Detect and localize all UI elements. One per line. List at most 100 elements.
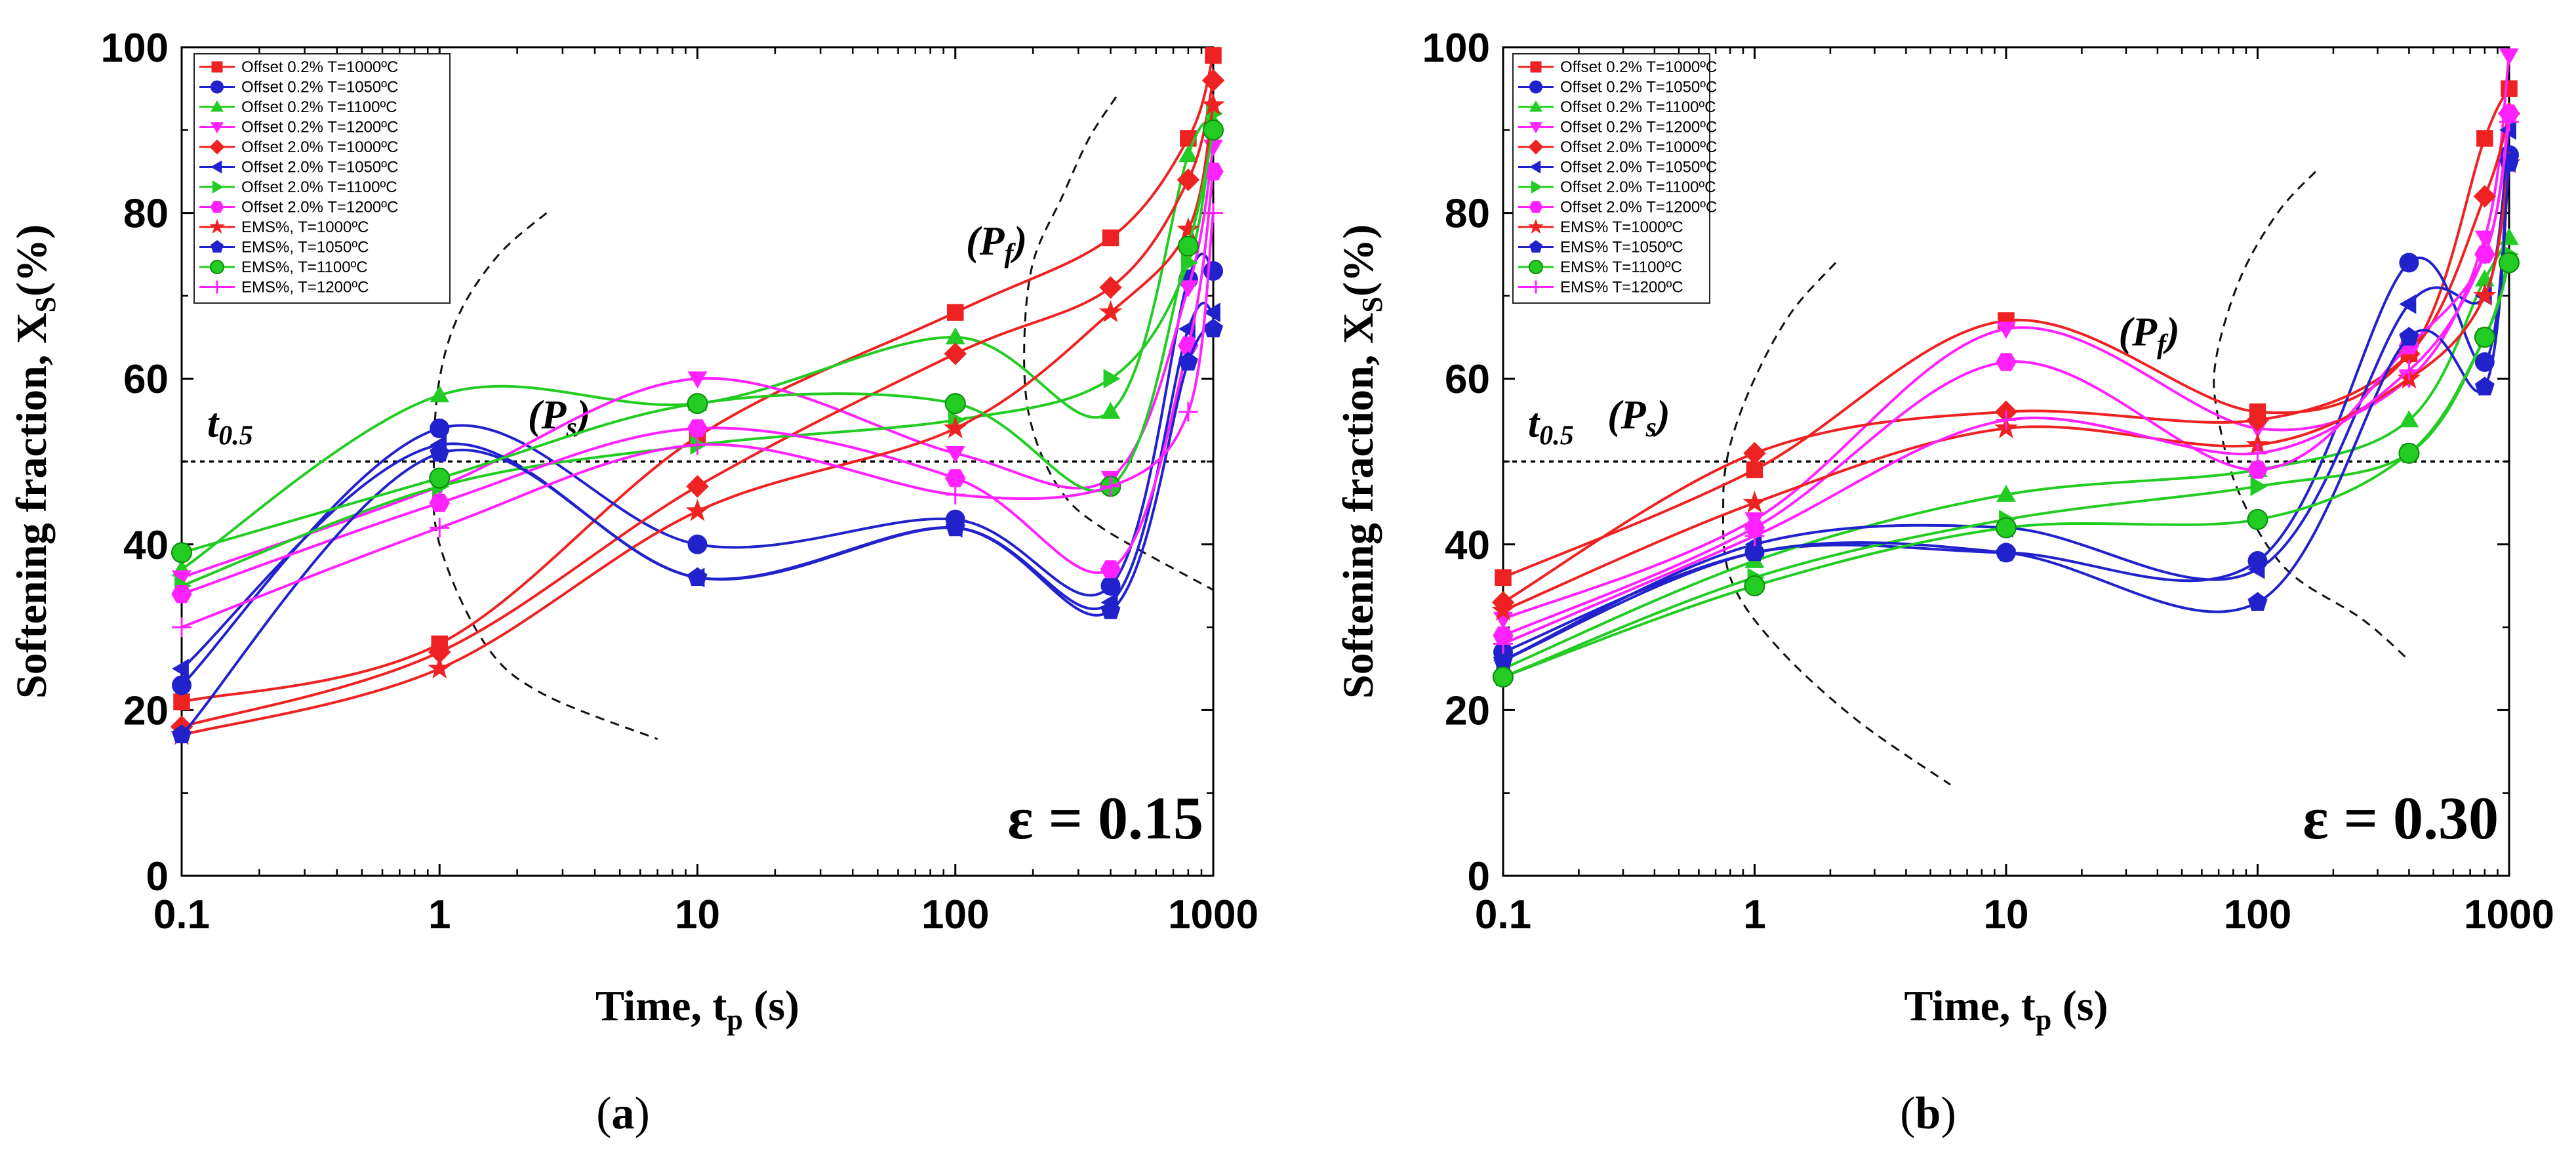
data-point — [2247, 461, 2268, 479]
series-line — [180, 253, 1215, 686]
data-point — [687, 419, 708, 438]
y-tick-label: 100 — [101, 26, 169, 71]
legend-entry-label: Offset 2.0% T=1050ºC — [1560, 159, 1717, 176]
legend-marker — [211, 61, 223, 73]
data-point — [171, 585, 192, 604]
legend: Offset 0.2% T=1000ºC Offset 0.2% T=1050ºC… — [1512, 53, 1717, 304]
data-point — [2247, 508, 2268, 530]
data-point — [687, 534, 708, 554]
data-point — [1744, 526, 1765, 546]
legend-marker — [211, 280, 224, 294]
series-t1050-pentagon — [1493, 153, 2519, 669]
legend-entry-label: EMS%, T=1000ºC — [241, 218, 369, 236]
data-point — [1203, 203, 1223, 223]
y-tick-label: 60 — [123, 357, 169, 402]
data-point — [429, 494, 450, 512]
panel-a: 0 20 40 60 80 100 0.1 1 10 100 1000 Time, tp (s) Sof… — [8, 26, 1258, 1139]
legend-entry-label: Offset 0.2% T=1200ºC — [241, 119, 398, 136]
data-point — [2499, 48, 2519, 66]
data-point — [943, 416, 967, 439]
data-point — [2473, 283, 2497, 306]
data-point — [1201, 69, 1225, 92]
data-point — [1100, 476, 1121, 497]
legend-entry-label: Offset 0.2% T=1100ºC — [241, 98, 397, 116]
data-point — [1493, 634, 1513, 654]
data-point — [430, 518, 450, 538]
data-point — [428, 656, 452, 679]
boundary-curve-pf — [2213, 171, 2410, 661]
y-tick-label: 60 — [1445, 357, 1490, 402]
legend-marker — [1529, 280, 1542, 294]
x-tick-label: 1 — [1743, 892, 1765, 937]
data-point — [1178, 401, 1198, 422]
data-point — [2250, 476, 2268, 497]
y-tick-label: 20 — [1445, 688, 1490, 733]
series-line — [1502, 121, 2510, 646]
series-t1050-pentagon — [172, 318, 1223, 743]
data-point — [1203, 302, 1220, 323]
data-point — [1203, 119, 1224, 141]
data-point — [2399, 294, 2417, 314]
data-point — [2474, 244, 2495, 264]
y-tick-label: 40 — [1445, 523, 1490, 568]
data-point — [1996, 517, 2017, 539]
legend-marker — [1529, 260, 1543, 274]
data-point — [2399, 360, 2419, 381]
data-point — [945, 469, 966, 487]
boundary-curve-ps — [1721, 262, 1951, 786]
x-axis-title: Time, tp (s) — [595, 982, 799, 1036]
legend-marker — [1529, 80, 1542, 94]
annotation-pf: (Pf) — [2118, 310, 2179, 360]
data-point — [1493, 649, 1513, 669]
legend-entry-label: Offset 0.2% T=1200ºC — [1560, 119, 1717, 136]
data-point — [1996, 542, 2016, 562]
legend-entry-label: Offset 2.0% T=1100ºC — [1560, 178, 1716, 196]
x-tick-label: 100 — [2224, 892, 2291, 937]
data-point — [1996, 410, 2016, 430]
x-axis: 0.1 1 10 100 1000 — [1475, 47, 2554, 937]
legend-marker — [211, 80, 224, 94]
legend-entry-label: Offset 2.0% T=1200ºC — [1560, 199, 1717, 216]
data-point — [1203, 162, 1224, 181]
data-point — [2398, 442, 2420, 464]
data-point — [430, 385, 450, 403]
annotation-ps: (Ps) — [528, 393, 591, 443]
data-point — [1996, 353, 2017, 371]
series-t1100-circle-outline — [1493, 252, 2520, 688]
legend-entry-label: EMS% T=1100ºC — [1560, 258, 1682, 276]
x-tick-label: 1000 — [2464, 892, 2554, 937]
y-tick-label: 0 — [1468, 854, 1490, 899]
data-point — [1203, 318, 1223, 338]
series-line — [180, 120, 1215, 571]
legend-marker — [1530, 61, 1542, 73]
legend-entry-label: Offset 2.0% T=1000ºC — [1560, 138, 1717, 156]
legend-entry-label: Offset 2.0% T=1050ºC — [241, 159, 398, 176]
data-point — [2247, 559, 2265, 579]
x-tick-label: 10 — [675, 892, 720, 937]
data-point — [172, 724, 191, 743]
data-point — [2474, 352, 2495, 372]
legend-entry-label: EMS%, T=1100ºC — [241, 258, 368, 276]
data-point — [2476, 130, 2493, 147]
data-point — [2399, 410, 2419, 428]
data-point — [430, 443, 450, 462]
data-point — [429, 467, 451, 489]
data-point — [1177, 217, 1200, 239]
legend-marker — [1529, 240, 1542, 253]
data-point — [1178, 280, 1198, 298]
y-axis-title: Softening fraction, XS(%) — [1335, 224, 1388, 699]
y-tick-label: 80 — [123, 192, 169, 237]
y-axis-title: Softening fraction, XS(%) — [8, 224, 62, 699]
data-point — [2501, 80, 2518, 97]
legend-entry-label: EMS%, T=1050ºC — [241, 239, 369, 257]
series-line — [1502, 88, 2510, 579]
data-point — [945, 446, 965, 463]
legend-marker — [1529, 160, 1541, 174]
data-point — [687, 567, 708, 586]
data-point — [172, 659, 189, 679]
series-line — [1502, 163, 2510, 612]
data-point — [430, 418, 450, 438]
data-point — [945, 327, 965, 344]
data-point — [1491, 598, 1515, 621]
